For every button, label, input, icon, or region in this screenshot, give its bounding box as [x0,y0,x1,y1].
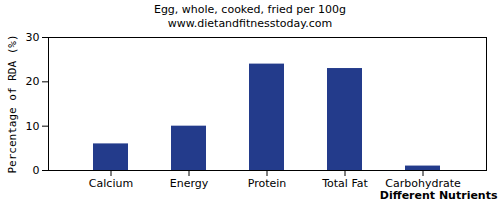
svg-text:Protein: Protein [248,177,287,190]
svg-text:Percentage of RDA (%): Percentage of RDA (%) [6,34,19,173]
svg-text:Total Fat: Total Fat [321,177,368,190]
svg-text:Different Nutrients: Different Nutrients [380,189,498,200]
svg-text:10: 10 [26,120,40,133]
svg-text:20: 20 [26,75,40,88]
svg-text:0: 0 [33,164,40,177]
svg-text:Energy: Energy [170,177,209,190]
svg-text:Carbohydrate: Carbohydrate [385,177,461,191]
html-text:Egg, whole, cooked, fried per: Egg, whole, cooked, fried per 100g [153,3,346,16]
svg-text:30: 30 [26,31,40,44]
svg-text:Calcium: Calcium [89,177,133,190]
html-text:www.dietandfitnesstoday.com: www.dietandfitnesstoday.com [167,17,333,30]
